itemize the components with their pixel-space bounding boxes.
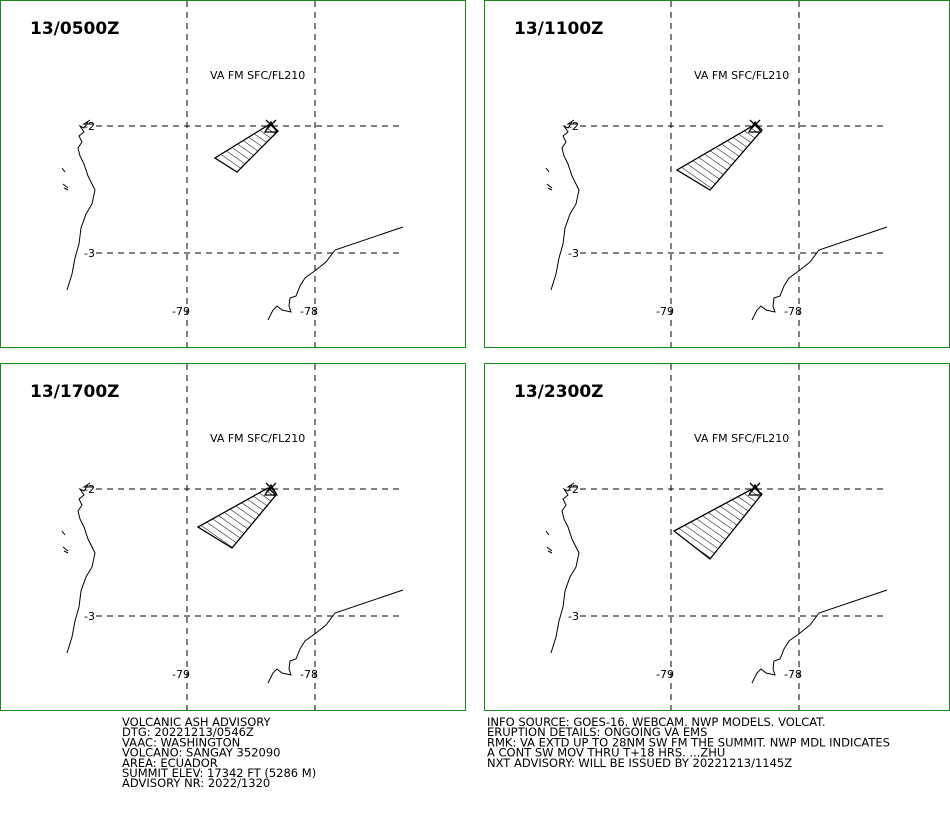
advisory-line: AREA: ECUADOR (122, 756, 218, 770)
ash-cloud (675, 123, 763, 191)
map-panel: 13/2300Z VA FM SFC/FL210 -2 -3 -79 -78 (484, 363, 950, 711)
panel-border (0, 0, 466, 348)
lat-label: -3 (568, 247, 579, 260)
volcano-symbol (747, 119, 763, 133)
volcano-symbol (263, 482, 279, 496)
lon-label: -79 (656, 305, 674, 318)
island (545, 167, 553, 191)
border-line (751, 589, 888, 684)
lat-label: -2 (84, 120, 95, 133)
lon-label: -78 (300, 305, 318, 318)
advisory-line: ERUPTION DETAILS: ONGOING VA EMS (487, 725, 707, 739)
map-panel: 13/1100Z VA FM SFC/FL210 -2 -3 -79 -78 (484, 0, 950, 348)
valid-time: 13/1700Z (30, 382, 120, 402)
lat-label: -2 (84, 483, 95, 496)
volcano-symbol (747, 482, 763, 496)
advisory-line: ADVISORY NR: 2022/1320 (122, 776, 270, 790)
lat-label: -3 (568, 610, 579, 623)
lon-label: -78 (300, 668, 318, 681)
island (545, 530, 553, 554)
coastline (82, 119, 94, 125)
lon-label: -79 (656, 668, 674, 681)
lat-label: -3 (84, 610, 95, 623)
advisory-line: A CONT SW MOV THRU T+18 HRS. ...ZHU (487, 746, 725, 760)
valid-time: 13/0500Z (30, 19, 120, 39)
coastline (566, 482, 578, 488)
lon-label: -78 (784, 305, 802, 318)
valid-time: 13/1100Z (514, 19, 604, 39)
advisory-line: VOLCANIC ASH ADVISORY (122, 715, 272, 729)
ash-cloud (196, 487, 277, 549)
lat-label: -2 (568, 120, 579, 133)
advisory-line: INFO SOURCE: GOES-16. WEBCAM. NWP MODELS… (487, 715, 826, 729)
valid-time: 13/2300Z (514, 382, 604, 402)
flight-level: VA FM SFC/FL210 (694, 432, 789, 445)
advisory-line: NXT ADVISORY: WILL BE ISSUED BY 20221213… (487, 756, 792, 770)
coastline (66, 121, 96, 291)
advisory-line: RMK: VA EXTD UP TO 28NM SW FM THE SUMMIT… (487, 735, 890, 749)
map-panel: 13/0500Z VA FM SFC/FL210 -2 -3 -79 -78 (0, 0, 466, 348)
flight-level: VA FM SFC/FL210 (210, 69, 305, 82)
lat-label: -3 (84, 247, 95, 260)
coastline (550, 121, 580, 291)
coastline (66, 484, 96, 654)
lon-label: -79 (172, 305, 190, 318)
lon-label: -79 (172, 668, 190, 681)
coastline (82, 482, 94, 488)
border-line (267, 589, 404, 684)
lon-label: -78 (784, 668, 802, 681)
border-line (751, 226, 888, 321)
flight-level: VA FM SFC/FL210 (694, 69, 789, 82)
flight-level: VA FM SFC/FL210 (210, 432, 305, 445)
panel-border (0, 363, 466, 711)
coastline (566, 119, 578, 125)
map-panel: 13/1700Z VA FM SFC/FL210 -2 -3 -79 -78 (0, 363, 466, 711)
advisory-line: VAAC: WASHINGTON (122, 735, 240, 749)
advisory-line: SUMMIT ELEV: 17342 FT (5286 M) (122, 766, 316, 780)
island (61, 530, 69, 554)
advisory-line: DTG: 20221213/0546Z (122, 725, 254, 739)
lat-label: -2 (568, 483, 579, 496)
island (61, 167, 69, 191)
volcano-symbol (263, 119, 279, 133)
border-line (267, 226, 404, 321)
advisory-line: VOLCANO: SANGAY 352090 (122, 746, 280, 760)
coastline (550, 484, 580, 654)
